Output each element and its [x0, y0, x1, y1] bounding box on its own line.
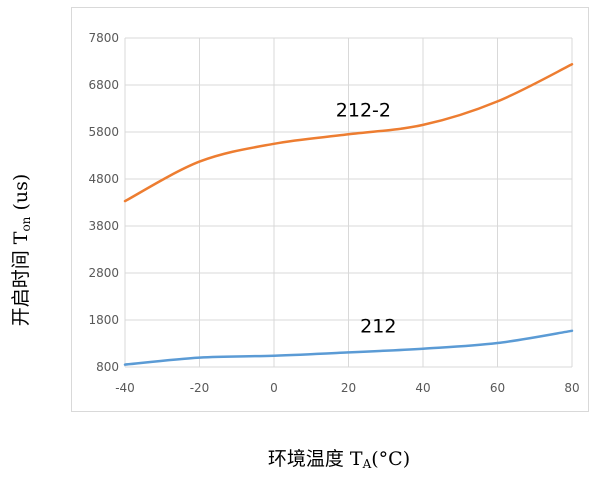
y-tick-label: 4800 [88, 172, 119, 186]
y-tick-label: 6800 [88, 78, 119, 92]
y-tick-label: 2800 [88, 266, 119, 280]
y-axis-title-suffix: (us) [10, 174, 32, 217]
y-tick-label: 3800 [88, 219, 119, 233]
y-axis-title-main: 开启时间 T [10, 231, 32, 326]
x-axis-title-main: 环境温度 T [268, 448, 363, 470]
y-tick-label: 1800 [88, 313, 119, 327]
series-annotation-212: 212 [360, 316, 396, 338]
gridlines [124, 37, 573, 368]
series-line-212 [123, 329, 574, 366]
x-axis-title-suffix: (°C) [371, 448, 410, 470]
tick-labels: 800 1800 2800 3800 4800 5800 6800 7800 -40 -20 0 20… [88, 31, 579, 395]
x-tick-label: 60 [490, 381, 505, 395]
series-annotation-212-2: 212-2 [336, 99, 391, 121]
x-tick-label: 20 [341, 381, 356, 395]
x-axis-title: 环境温度 TA(°C) [268, 448, 410, 471]
chart-frame [71, 7, 589, 412]
x-tick-label: 0 [270, 381, 278, 395]
y-axis-title-subscript: on [19, 216, 33, 231]
y-tick-label: 800 [96, 360, 119, 374]
y-tick-label: 5800 [88, 125, 119, 139]
x-tick-label: 80 [564, 381, 579, 395]
series-line-212-2 [123, 63, 574, 203]
y-tick-label: 7800 [88, 31, 119, 45]
x-tick-label: -40 [115, 381, 135, 395]
series-labels: 212-2 212 [336, 99, 397, 337]
x-axis-title-subscript: A [362, 457, 372, 471]
x-tick-label: -20 [190, 381, 210, 395]
series-lines [123, 63, 574, 366]
y-axis-title: 开启时间 Ton (us) [10, 174, 33, 327]
x-tick-label: 40 [415, 381, 430, 395]
